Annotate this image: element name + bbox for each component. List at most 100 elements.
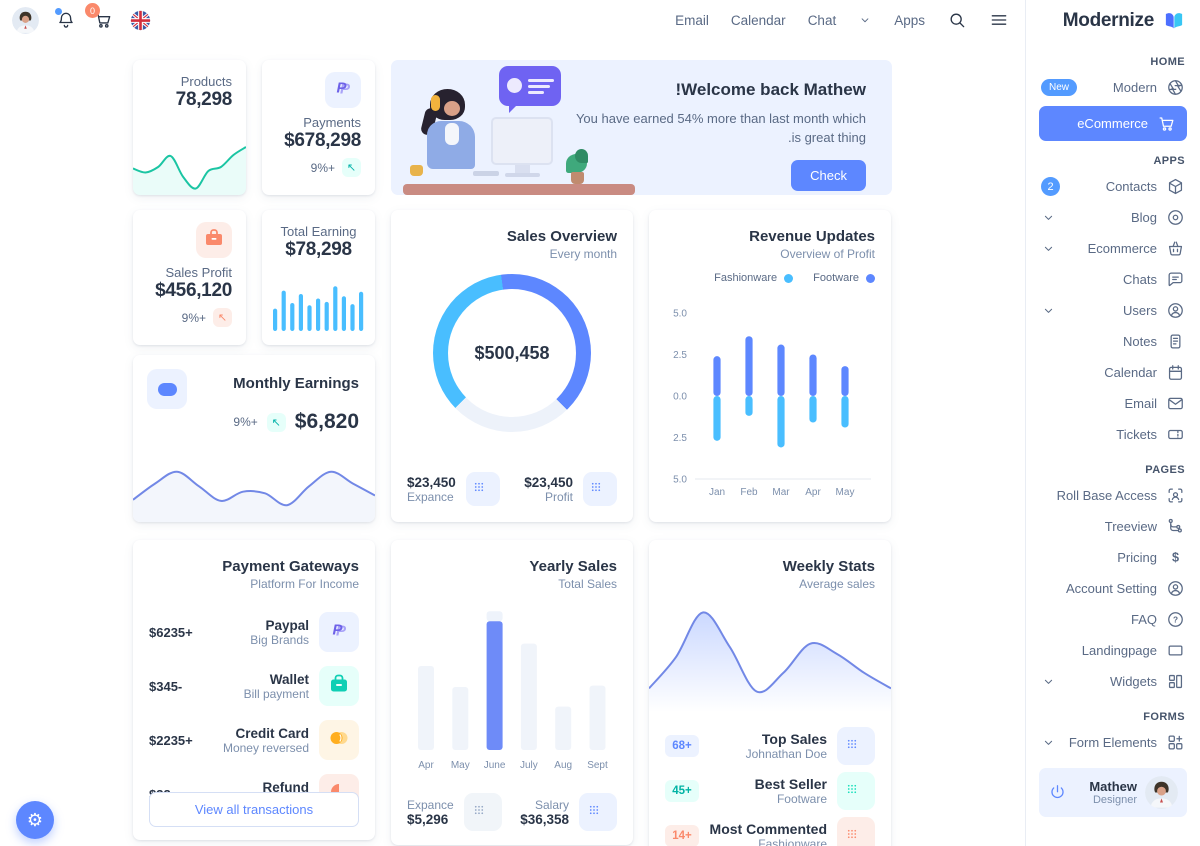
payments-value: $678,298 xyxy=(284,130,361,151)
sidebar-item-contacts[interactable]: 2 Contacts xyxy=(1039,171,1187,202)
sidebar-item-landingpage[interactable]: Landingpage xyxy=(1039,635,1187,666)
yearly-sales-chart: Apr May June July Aug Sept xyxy=(418,611,608,771)
weekly-badge: 45+ xyxy=(665,779,699,802)
chevron-down-icon xyxy=(1041,303,1056,318)
weekly-title: Weekly Stats xyxy=(782,558,875,575)
widgets-icon xyxy=(1166,672,1185,691)
sidebar-item-treeview[interactable]: Treeview xyxy=(1039,511,1187,542)
weekly-desc: Fashionware xyxy=(758,836,827,846)
revenue-legend: Fashionware Footware xyxy=(714,272,875,284)
revenue-subtitle: Overview of Profit xyxy=(780,247,875,261)
sidebar-item-email[interactable]: Email xyxy=(1039,388,1187,419)
grid-dots-icon xyxy=(463,793,502,831)
sales-profit-card: Sales Profit $456,120 9%+ ↖ xyxy=(133,210,246,345)
menu-icon[interactable] xyxy=(989,10,1009,30)
svg-text:5.0: 5.0 xyxy=(673,475,687,486)
svg-text:P: P xyxy=(336,622,347,639)
sidebar-item-account-setting[interactable]: Account Setting xyxy=(1039,573,1187,604)
sidebar-item-pricing[interactable]: Pricing $ xyxy=(1039,542,1187,573)
svg-text:P: P xyxy=(340,80,351,97)
search-icon[interactable] xyxy=(947,10,967,30)
sidebar-item-modern[interactable]: New Modern xyxy=(1039,72,1187,103)
sidebar-item-label: Form Elements xyxy=(1068,735,1157,750)
sidebar-item-label: Email xyxy=(1124,396,1157,411)
chevron-down-icon xyxy=(1041,210,1056,225)
products-sparkline xyxy=(133,146,246,195)
gateway-name: Wallet xyxy=(269,671,309,687)
weekly-row-best-seller: 45+ Best Seller Footware xyxy=(649,768,891,813)
gateway-row-credit-card: $2235+ Credit Card Money reversed xyxy=(133,713,375,767)
notification-dot xyxy=(55,8,62,15)
sidebar-item-notes[interactable]: Notes xyxy=(1039,326,1187,357)
cart-icon xyxy=(93,13,113,34)
chevron-down-icon[interactable] xyxy=(858,13,872,27)
grid-dots-icon xyxy=(465,472,500,506)
products-title: Products xyxy=(180,74,232,89)
yearly-sales-card: Yearly Sales Total Sales Apr May June July A… xyxy=(391,540,633,845)
sidebar-item-ecommerce[interactable]: eCommerce xyxy=(1039,106,1187,141)
view-all-transactions-button[interactable]: View all transactions xyxy=(149,792,359,827)
gateway-desc: Money reversed xyxy=(222,740,309,755)
sidebar-section-label: PAGES xyxy=(1145,464,1185,476)
sales-overview-card: Sales Overview Every month $500,458 $23,… xyxy=(391,210,633,522)
gateways-title: Payment Gateways xyxy=(222,558,359,575)
weekly-stats-card: Weekly Stats Average sales 68+ Top Sales… xyxy=(649,540,891,846)
sidebar-item-label: Calendar xyxy=(1104,365,1157,380)
gateways-subtitle: Platform For Income xyxy=(250,577,359,591)
apps-icon xyxy=(1166,733,1185,752)
notifications-button[interactable] xyxy=(55,8,76,30)
sidebar-item-label: Landingpage xyxy=(1081,643,1157,658)
nav-email[interactable]: Email xyxy=(675,12,709,28)
profile-avatar[interactable] xyxy=(12,6,39,34)
total-earning-card: Total Earning $78,298 xyxy=(262,210,375,345)
logout-power-icon[interactable] xyxy=(1048,783,1067,802)
sidebar-item-label: eCommerce xyxy=(1077,116,1148,131)
sidebar-item-widgets[interactable]: Widgets xyxy=(1039,666,1187,697)
settings-fab[interactable]: ⚙ xyxy=(16,801,54,839)
monthly-delta: 9%+ xyxy=(233,415,258,429)
sidebar-item-ecommerce[interactable]: Ecommerce xyxy=(1039,233,1187,264)
sidebar-item-chats[interactable]: Chats xyxy=(1039,264,1187,295)
disc-icon xyxy=(1166,208,1185,227)
cart-button[interactable]: 0 xyxy=(85,3,113,30)
sidebar-item-tickets[interactable]: Tickets xyxy=(1039,419,1187,450)
svg-text:Sept: Sept xyxy=(587,760,608,771)
svg-text:0.0: 0.0 xyxy=(673,392,687,403)
logo-icon xyxy=(1161,8,1187,34)
sidebar-item-blog[interactable]: Blog xyxy=(1039,202,1187,233)
language-button[interactable] xyxy=(130,10,151,31)
nav-calendar[interactable]: Calendar xyxy=(730,12,786,28)
logo[interactable]: Modernize xyxy=(1039,0,1187,42)
nav-apps[interactable]: Apps xyxy=(894,12,925,28)
sidebar-item-faq[interactable]: FAQ? xyxy=(1039,604,1187,635)
sidebar-item-users[interactable]: Users xyxy=(1039,295,1187,326)
svg-text:2.5: 2.5 xyxy=(673,433,687,444)
sidebar-item-calendar[interactable]: Calendar xyxy=(1039,357,1187,388)
cart-icon xyxy=(1157,114,1176,133)
sidebar-item-form-elements[interactable]: Form Elements xyxy=(1039,727,1187,758)
svg-text:Aug: Aug xyxy=(554,760,572,771)
svg-text:5.0: 5.0 xyxy=(673,309,687,320)
svg-text:Feb: Feb xyxy=(740,487,758,498)
message-icon xyxy=(1166,270,1185,289)
check-button[interactable]: Check xyxy=(791,159,866,191)
monthly-earnings-card: Monthly Earnings 9%+ ↖ $6,820 xyxy=(133,355,375,522)
aperture-icon xyxy=(1166,78,1185,97)
sidebar-item-roll-base-access[interactable]: Roll Base Access xyxy=(1039,480,1187,511)
help-circle-icon: ? xyxy=(1166,610,1185,629)
currency-icon xyxy=(147,369,187,409)
gateway-amount: $2235+ xyxy=(149,732,193,748)
note-icon xyxy=(1166,332,1185,351)
yearly-expance-label: Expance xyxy=(407,797,454,812)
user-avatar xyxy=(1145,776,1178,809)
sidebar-item-label: Pricing xyxy=(1117,550,1157,565)
weekly-badge: 68+ xyxy=(665,734,699,757)
sidebar-item-label: Modern xyxy=(1112,80,1157,95)
chevron-down-icon xyxy=(1041,735,1056,750)
gateway-name: Paypal xyxy=(265,617,309,633)
grid-dots-icon xyxy=(837,726,875,765)
nav-chat[interactable]: Chat xyxy=(807,12,837,28)
calendar-icon xyxy=(1166,363,1185,382)
